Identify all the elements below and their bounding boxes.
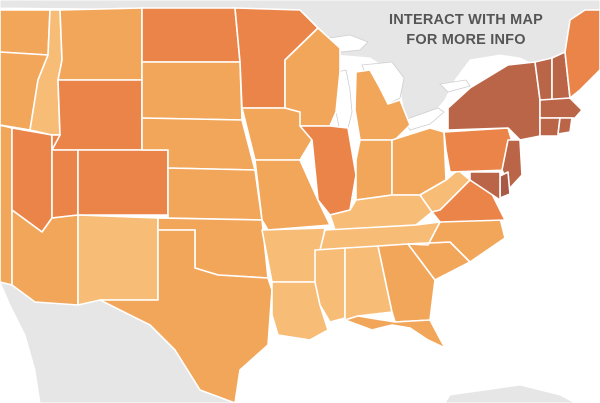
state-wy[interactable]: [51, 79, 143, 151]
states-layer: [0, 7, 600, 403]
state-fl[interactable]: [344, 315, 446, 349]
state-sd[interactable]: [141, 61, 243, 121]
interact-callout: INTERACT WITH MAP FOR MORE INFO: [376, 10, 556, 50]
state-nd[interactable]: [141, 7, 241, 63]
state-wa[interactable]: [0, 9, 51, 56]
state-wi[interactable]: [284, 27, 341, 127]
state-ks[interactable]: [167, 167, 263, 221]
state-mo[interactable]: [254, 159, 331, 231]
state-nm[interactable]: [77, 214, 159, 306]
state-mt[interactable]: [57, 7, 143, 81]
state-ct[interactable]: [539, 117, 561, 137]
callout-line-1: INTERACT WITH MAP: [388, 12, 544, 28]
state-ri[interactable]: [557, 117, 573, 135]
state-al[interactable]: [344, 245, 393, 321]
lake-ontario: [439, 79, 471, 93]
state-mi[interactable]: [354, 69, 411, 141]
state-ca[interactable]: [0, 124, 13, 286]
state-tx[interactable]: [99, 229, 273, 403]
state-co[interactable]: [77, 149, 169, 216]
state-me[interactable]: [564, 9, 600, 99]
cuba-land: [444, 384, 576, 403]
state-ma[interactable]: [539, 97, 583, 119]
state-in[interactable]: [355, 139, 393, 201]
state-md[interactable]: [469, 171, 501, 201]
lake-erie: [403, 107, 445, 131]
callout-line-2: FOR MORE INFO: [406, 32, 526, 48]
state-de[interactable]: [499, 171, 511, 199]
state-ny[interactable]: [447, 61, 541, 141]
